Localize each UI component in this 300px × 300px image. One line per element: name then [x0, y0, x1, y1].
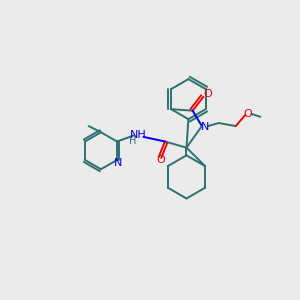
Text: N: N — [114, 158, 123, 168]
Text: O: O — [244, 109, 252, 119]
Text: N: N — [201, 122, 209, 132]
Text: O: O — [156, 155, 165, 165]
Text: H: H — [129, 136, 136, 146]
Text: NH: NH — [130, 130, 147, 140]
Text: O: O — [204, 89, 212, 99]
